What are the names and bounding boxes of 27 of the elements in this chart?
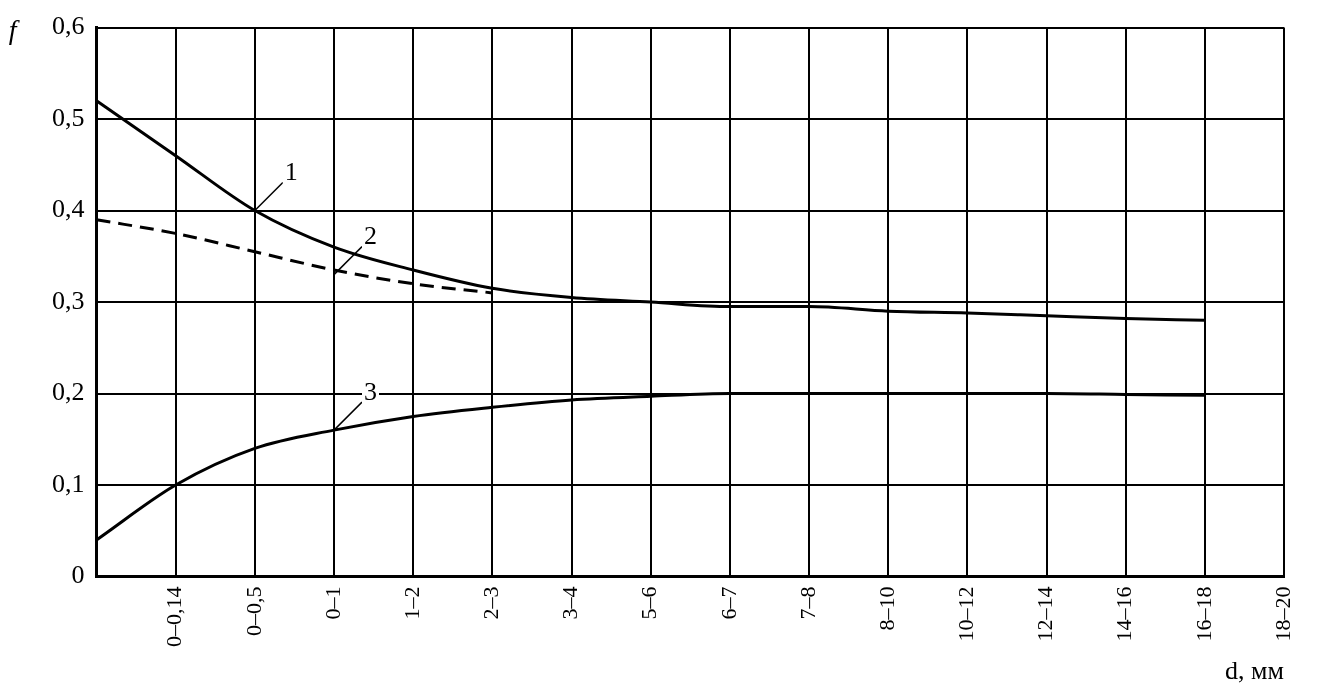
x-tick-label: 10–12 (953, 586, 979, 642)
x-tick-label: 1–2 (398, 586, 424, 620)
y-axis-title: f (8, 13, 20, 45)
x-tick-label: 6–7 (715, 586, 741, 620)
x-tick-label: 0–0,5 (240, 586, 266, 636)
y-tick-label: 0,4 (52, 194, 85, 224)
annotation: 1 (284, 157, 298, 187)
x-tick-label: 18–20 (1269, 586, 1295, 642)
x-tick-label: 12–14 (1032, 586, 1058, 642)
y-tick-label: 0,2 (52, 377, 85, 407)
x-tick-label: 8–10 (873, 586, 899, 631)
y-tick-label: 0,3 (52, 285, 85, 315)
x-tick-label: 3–4 (557, 586, 583, 620)
x-tick-label: 2–3 (478, 586, 504, 620)
y-tick-label: 0,5 (52, 102, 85, 132)
x-tick-label: 16–18 (1190, 586, 1216, 642)
x-tick-label: 14–16 (1111, 586, 1137, 642)
annotation: 3 (364, 376, 377, 406)
y-tick-label: 0,6 (52, 11, 85, 41)
x-tick-label: 5–6 (636, 586, 662, 620)
y-tick-label: 0 (71, 560, 85, 590)
annotation: 2 (364, 221, 377, 251)
x-tick-label: 0–1 (319, 586, 345, 620)
x-tick-label: 7–8 (794, 586, 820, 620)
y-tick-label: 0,1 (52, 468, 85, 498)
x-axis-title: d, мм (1225, 655, 1284, 685)
x-tick-label: 0–0,14 (161, 586, 187, 647)
